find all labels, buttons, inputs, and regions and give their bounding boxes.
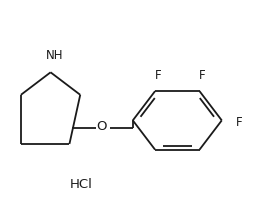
Text: F: F xyxy=(199,69,205,82)
Text: NH: NH xyxy=(46,49,63,62)
Text: O: O xyxy=(96,120,107,133)
Text: F: F xyxy=(236,116,243,129)
Text: F: F xyxy=(154,69,161,82)
Text: HCl: HCl xyxy=(70,178,93,191)
